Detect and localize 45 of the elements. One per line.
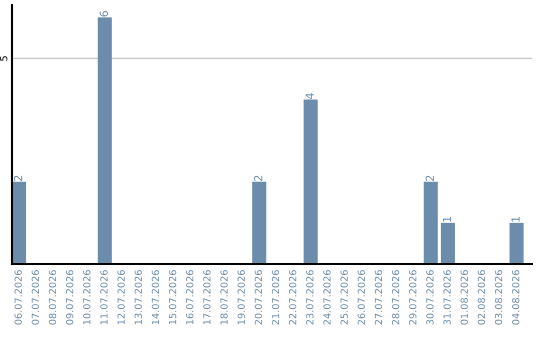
x-tick-label: 17.07.2026 bbox=[203, 270, 211, 324]
bar bbox=[12, 182, 26, 264]
x-tick-label: 23.07.2026 bbox=[306, 270, 314, 325]
x-tick-label: 13.07.2026 bbox=[134, 270, 142, 324]
x-tick-label: 16.07.2026 bbox=[186, 270, 194, 324]
data-label: 4 bbox=[306, 93, 314, 100]
bar bbox=[424, 182, 438, 264]
x-tick-label: 03.08.2026 bbox=[494, 270, 502, 325]
x-tick-label: 29.07.2026 bbox=[409, 270, 416, 325]
x-tick-label: 28.07.2026 bbox=[392, 270, 400, 325]
x-tick-label: 04.08.2026 bbox=[512, 270, 520, 325]
x-tick-label: 24.07.2026 bbox=[323, 270, 331, 325]
x-tick-label: 01.08.2026 bbox=[460, 270, 468, 325]
data-label: 2 bbox=[14, 176, 22, 181]
x-tick-label: 18.07.2026 bbox=[220, 270, 228, 324]
x-tick-label: 11.07.2026 bbox=[100, 270, 108, 324]
data-label: 2 bbox=[254, 176, 262, 181]
data-label: 6 bbox=[100, 10, 108, 17]
x-tick-label: 27.07.2026 bbox=[374, 270, 382, 325]
y-tick-label: 5 bbox=[0, 56, 8, 61]
bar bbox=[252, 182, 266, 264]
bar bbox=[510, 222, 524, 264]
x-tick-label: 10.07.2026 bbox=[83, 270, 90, 324]
x-tick-label: 14.07.2026 bbox=[152, 270, 160, 324]
x-tick-label: 21.07.2026 bbox=[272, 270, 280, 325]
x-tick-label: 26.07.2026 bbox=[358, 270, 365, 325]
x-tick-label: 06.07.2026 bbox=[14, 270, 22, 325]
data-label: 1 bbox=[442, 216, 451, 222]
x-tick-label: 07.07.2026 bbox=[32, 270, 40, 325]
x-tick-label: 15.07.2026 bbox=[168, 270, 176, 324]
x-tick-label: 22.07.2026 bbox=[289, 270, 296, 325]
x-tick-label: 19.07.2026 bbox=[238, 270, 245, 324]
x-tick-label: 30.07.2026 bbox=[426, 270, 434, 324]
x-tick-label: 25.07.2026 bbox=[340, 270, 348, 325]
x-tick-label: 08.07.2026 bbox=[48, 270, 56, 325]
x-tick-label: 02.08.2026 bbox=[478, 270, 486, 325]
data-label: 1 bbox=[512, 216, 520, 222]
x-tick-label: 20.07.2026 bbox=[254, 270, 262, 325]
bar bbox=[440, 222, 455, 264]
bar bbox=[304, 100, 318, 264]
data-label: 2 bbox=[426, 176, 434, 181]
x-tick-label: 09.07.2026 bbox=[66, 270, 74, 325]
x-tick-label: 31.07.2026 bbox=[443, 270, 451, 324]
x-tick-label: 12.07.2026 bbox=[117, 270, 125, 324]
bar bbox=[98, 17, 112, 264]
